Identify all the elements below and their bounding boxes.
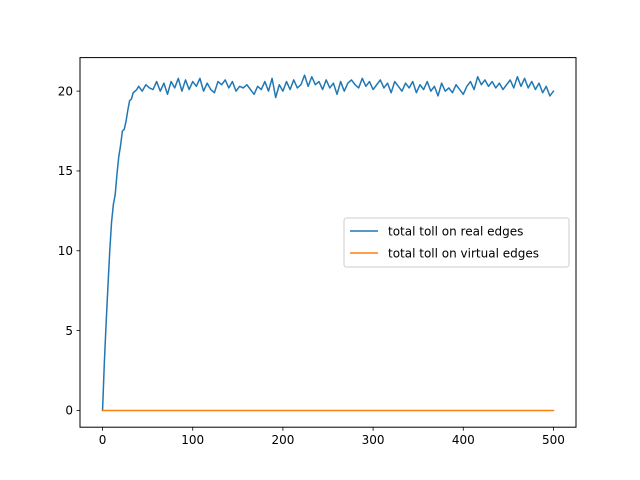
series-line-1 [101,74,555,412]
legend-label-1: total toll on real edges [388,224,523,238]
x-tick-label: 500 [542,433,565,447]
plot-frame [79,57,577,428]
x-axis: 0 100 200 300 400 500 [99,427,565,447]
y-tick-label: 20 [58,84,73,98]
x-tick-label: 100 [181,433,204,447]
x-tick-label: 400 [452,433,475,447]
y-tick-label: 10 [58,244,73,258]
legend: total toll on real edges total toll on vi… [343,217,570,268]
legend-box [343,217,570,268]
y-tick-label: 15 [58,164,73,178]
x-tick-label: 300 [362,433,385,447]
legend-label-2: total toll on virtual edges [388,246,539,260]
x-tick-label: 0 [99,433,107,447]
series-layer [101,74,555,412]
x-tick-label: 200 [271,433,294,447]
y-tick-label: 0 [65,404,73,418]
y-tick-label: 5 [65,324,73,338]
y-axis: 0 5 10 15 20 [58,84,80,418]
